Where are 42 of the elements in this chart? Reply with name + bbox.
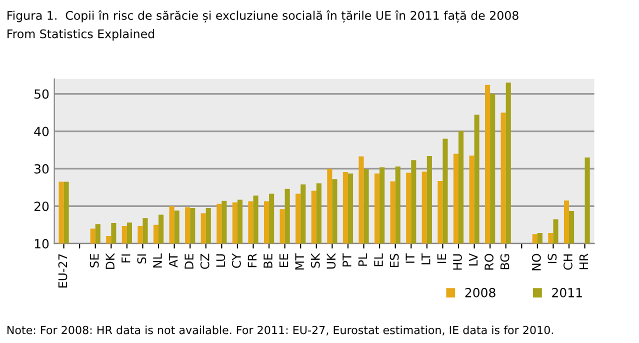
- legend-label: 2008: [465, 288, 496, 298]
- x-tick-label: FI: [122, 254, 130, 262]
- x-tick-label: RO: [484, 254, 494, 270]
- x-tick-label: EL: [374, 253, 383, 266]
- x-tick-label: CY: [232, 253, 241, 268]
- text: Note: For 2008: HR data is not available. For 2011: EU-27, Eurostat estimation, IE data is for 2010.: [7, 326, 554, 336]
- legend-label: 2011: [552, 288, 582, 298]
- x-tick-label: PL: [358, 253, 368, 266]
- x-tick-label: BE: [264, 254, 272, 268]
- x-tick-label: NO: [532, 254, 541, 270]
- x-tick-label: SI: [137, 254, 146, 264]
- x-tick-label: MT: [295, 253, 304, 270]
- x-tick-label: IE: [437, 254, 446, 264]
- y-tick-label: 50: [34, 89, 49, 99]
- x-tick-label: IT: [406, 253, 414, 263]
- x-tick-label: CH: [564, 254, 572, 270]
- y-tick-label: 40: [34, 126, 49, 136]
- x-tick-label: IS: [548, 254, 557, 264]
- x-tick-label: ES: [390, 254, 399, 268]
- x-tick-label: FR: [248, 254, 257, 268]
- x-tick-label: DE: [184, 254, 194, 269]
- x-tick-label: SE: [90, 254, 99, 268]
- x-tick-label: AT: [168, 253, 178, 268]
- y-tick-label: 30: [34, 164, 49, 174]
- x-tick-label: SK: [310, 253, 320, 268]
- x-tick-label: EE: [279, 254, 288, 268]
- x-tick-label: LU: [216, 254, 226, 267]
- x-tick-label: PT: [342, 253, 352, 266]
- y-tick-label: 10: [34, 239, 49, 248]
- x-tick-label: CZ: [200, 254, 210, 269]
- x-tick-label: LV: [468, 253, 478, 266]
- x-tick-label: UK: [326, 253, 336, 269]
- y-tick-label: 20: [34, 202, 49, 212]
- x-tick-label: HR: [579, 254, 588, 270]
- chart-subtitle: From Statistics Explained: [8, 29, 154, 41]
- x-tick-label: NL: [153, 253, 162, 268]
- x-tick-label: DK: [106, 253, 114, 269]
- x-tick-label: EU-27: [58, 254, 68, 288]
- x-tick-label: BG: [500, 254, 510, 270]
- x-tick-label: LT: [422, 253, 430, 264]
- x-tick-label: HU: [453, 254, 462, 270]
- chart-title: Figura 1. Copii în risc de sărăcie și excluziune socială în țările UE în 2011 față de 2008: [8, 10, 518, 23]
